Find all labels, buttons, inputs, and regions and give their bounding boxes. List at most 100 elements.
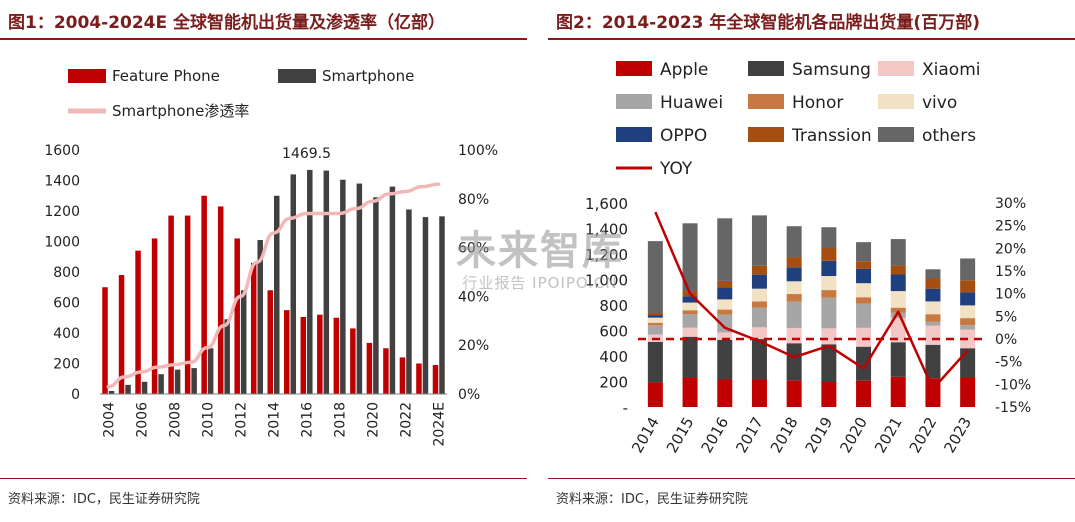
legend-label-feature-phone: Feature Phone [112, 67, 220, 85]
y-left-tick-label: 800 [53, 265, 80, 281]
bar-feature-phone [300, 316, 307, 394]
bar-feature-phone [267, 290, 273, 394]
bar-segment-oppo [717, 287, 733, 300]
bar-segment-huawei [890, 312, 906, 318]
bar-segment-vivo [647, 317, 663, 323]
bar-smartphone [422, 217, 429, 394]
y-right-tick-label: 0% [458, 387, 480, 403]
bar-smartphone [373, 197, 379, 394]
bar-segment-honor [682, 310, 698, 315]
bar-smartphone [207, 348, 214, 394]
bar-segment-samsung [647, 341, 663, 383]
bar-segment-apple [751, 379, 767, 407]
bar-segment-others [960, 258, 976, 281]
bar-segment-vivo [786, 281, 802, 295]
y-right-tick-label: 100% [458, 143, 498, 159]
legend-label-honor: Honor [792, 93, 843, 113]
bar-segment-samsung [890, 342, 906, 377]
bar-segment-oppo [821, 260, 837, 277]
y-right-tick-label: 10% [995, 287, 1026, 303]
legend-label-huawei: Huawei [660, 93, 723, 113]
legend-label-oppo: OPPO [660, 126, 707, 146]
line-yoy [654, 211, 969, 391]
bar-feature-phone [234, 238, 240, 394]
bar-segment-xiaomi [751, 327, 767, 340]
bar-segment-huawei [647, 325, 663, 335]
bar-segment-samsung [786, 343, 802, 381]
bar-segment-xiaomi [717, 332, 733, 340]
legend-label-samsung: Samsung [792, 60, 871, 80]
bar-feature-phone [416, 363, 422, 394]
bar-segment-transsion [925, 278, 941, 289]
bar-segment-honor [717, 309, 733, 315]
line-penetration [106, 182, 441, 389]
bar-segment-transsion [856, 261, 872, 269]
y-right-tick-label: 0% [995, 332, 1017, 348]
bar-segment-others [751, 215, 767, 266]
bar-smartphone [240, 290, 247, 394]
y-left-tick-label: 400 [53, 326, 80, 342]
bar-segment-vivo [960, 305, 976, 319]
x-tick-label: 2017 [732, 414, 767, 456]
bar-feature-phone [333, 317, 340, 394]
legend-label-yoy: YOY [659, 159, 693, 179]
x-tick-label: 2022 [399, 402, 415, 438]
y-right-tick-label: 40% [458, 289, 489, 305]
bar-segment-huawei [925, 321, 941, 326]
bar-smartphone [158, 374, 164, 394]
x-tick-label: 2020 [836, 414, 871, 456]
bar-segment-huawei [856, 303, 872, 328]
left-panel: 图1：2004-2024E 全球智能机出货量及渗透率（亿部） Feature P… [0, 0, 527, 522]
bar-smartphone [323, 170, 330, 394]
bar-feature-phone [366, 342, 373, 394]
bar-segment-vivo [717, 299, 733, 310]
y-left-tick-label: - [623, 399, 628, 417]
bar-segment-oppo [890, 274, 906, 292]
x-tick-label: 2012 [233, 402, 249, 438]
y-right-tick-label: 30% [995, 196, 1026, 212]
bar-segment-others [821, 227, 837, 249]
legend-swatch-honor [748, 94, 784, 109]
bar-segment-samsung [925, 344, 941, 379]
bar-segment-xiaomi [856, 327, 872, 347]
x-tick-label: 2014 [628, 414, 663, 456]
bar-segment-samsung [960, 348, 976, 378]
bar-segment-transsion [717, 280, 733, 288]
bar-segment-oppo [925, 288, 941, 302]
y-right-tick-label: 20% [995, 241, 1026, 257]
left-chart-title: 图1：2004-2024E 全球智能机出货量及渗透率（亿部） [8, 13, 446, 33]
bar-feature-phone [284, 310, 290, 394]
bar-segment-transsion [821, 248, 837, 261]
bar-segment-honor [856, 297, 872, 304]
y-right-tick-label: 20% [458, 338, 489, 354]
bar-feature-phone [168, 215, 174, 394]
y-left-tick-label: 200 [599, 374, 628, 392]
y-right-tick-label: 15% [995, 264, 1026, 280]
right-panel: 图2：2014-2023 年全球智能机各品牌出货量(百万部) Apple Sams… [548, 0, 1075, 522]
bar-smartphone [141, 381, 148, 394]
bar-segment-vivo [821, 276, 837, 291]
left-source: 资料来源：IDC，民生证券研究院 [8, 492, 200, 507]
left-source-rule [0, 478, 527, 479]
bar-feature-phone [118, 275, 125, 394]
legend-label-smartphone: Smartphone [322, 67, 414, 85]
x-tick-label: 2014 [267, 402, 283, 438]
legend-swatch-smartphone [278, 69, 316, 83]
x-tick-label: 2004 [101, 402, 117, 438]
y-left-tick-label: 600 [599, 323, 628, 341]
bar-segment-huawei [960, 325, 976, 330]
legend-swatch-huawei [616, 94, 652, 109]
y-right-tick-label: 80% [458, 192, 489, 208]
x-tick-label: 2018 [767, 414, 802, 456]
bar-segment-transsion [890, 265, 906, 275]
bar-smartphone [406, 209, 412, 394]
legend-swatch-others [878, 127, 914, 142]
y-left-tick-label: 400 [599, 348, 628, 366]
y-left-tick-label: 600 [53, 296, 80, 312]
bar-segment-apple [960, 377, 976, 407]
bar-smartphone [340, 179, 346, 394]
bar-segment-transsion [786, 257, 802, 268]
y-left-tick-label: 200 [53, 357, 80, 373]
bar-segment-vivo [751, 288, 767, 302]
bar-segment-samsung [717, 339, 733, 380]
